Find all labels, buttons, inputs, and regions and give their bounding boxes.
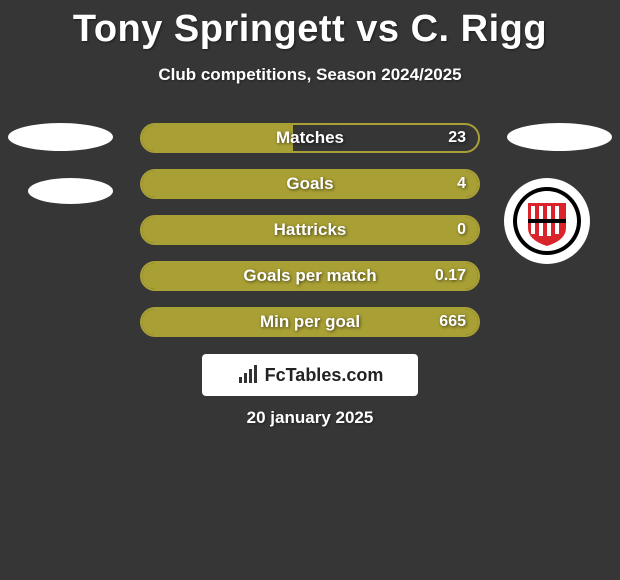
stat-bar-min-per-goal: Min per goal 665 (140, 307, 480, 337)
player1-avatar-placeholder (8, 123, 113, 151)
chart-icon (237, 365, 261, 385)
player2-avatar-placeholder (507, 123, 612, 151)
subtitle: Club competitions, Season 2024/2025 (0, 65, 620, 85)
stat-bar-goals: Goals 4 (140, 169, 480, 199)
stat-bar-hattricks: Hattricks 0 (140, 215, 480, 245)
sunderland-badge-icon (512, 186, 582, 256)
stat-value: 0.17 (435, 263, 466, 289)
stat-value: 665 (439, 309, 466, 335)
date-label: 20 january 2025 (0, 408, 620, 428)
stat-value: 23 (448, 125, 466, 151)
stat-label: Goals per match (142, 263, 478, 289)
logo-text: FcTables.com (265, 365, 384, 386)
stat-label: Hattricks (142, 217, 478, 243)
stat-bar-matches: Matches 23 (140, 123, 480, 153)
stat-bar-goals-per-match: Goals per match 0.17 (140, 261, 480, 291)
stat-value: 0 (457, 217, 466, 243)
page-title: Tony Springett vs C. Rigg (0, 0, 620, 51)
stat-label: Goals (142, 171, 478, 197)
fctables-logo: FcTables.com (202, 354, 418, 396)
player2-club-badge (504, 178, 590, 264)
player1-club-placeholder (28, 178, 113, 204)
stat-label: Matches (142, 125, 478, 151)
stats-container: Matches 23 Goals 4 Hattricks 0 Goals per… (140, 123, 480, 353)
stat-value: 4 (457, 171, 466, 197)
stat-label: Min per goal (142, 309, 478, 335)
